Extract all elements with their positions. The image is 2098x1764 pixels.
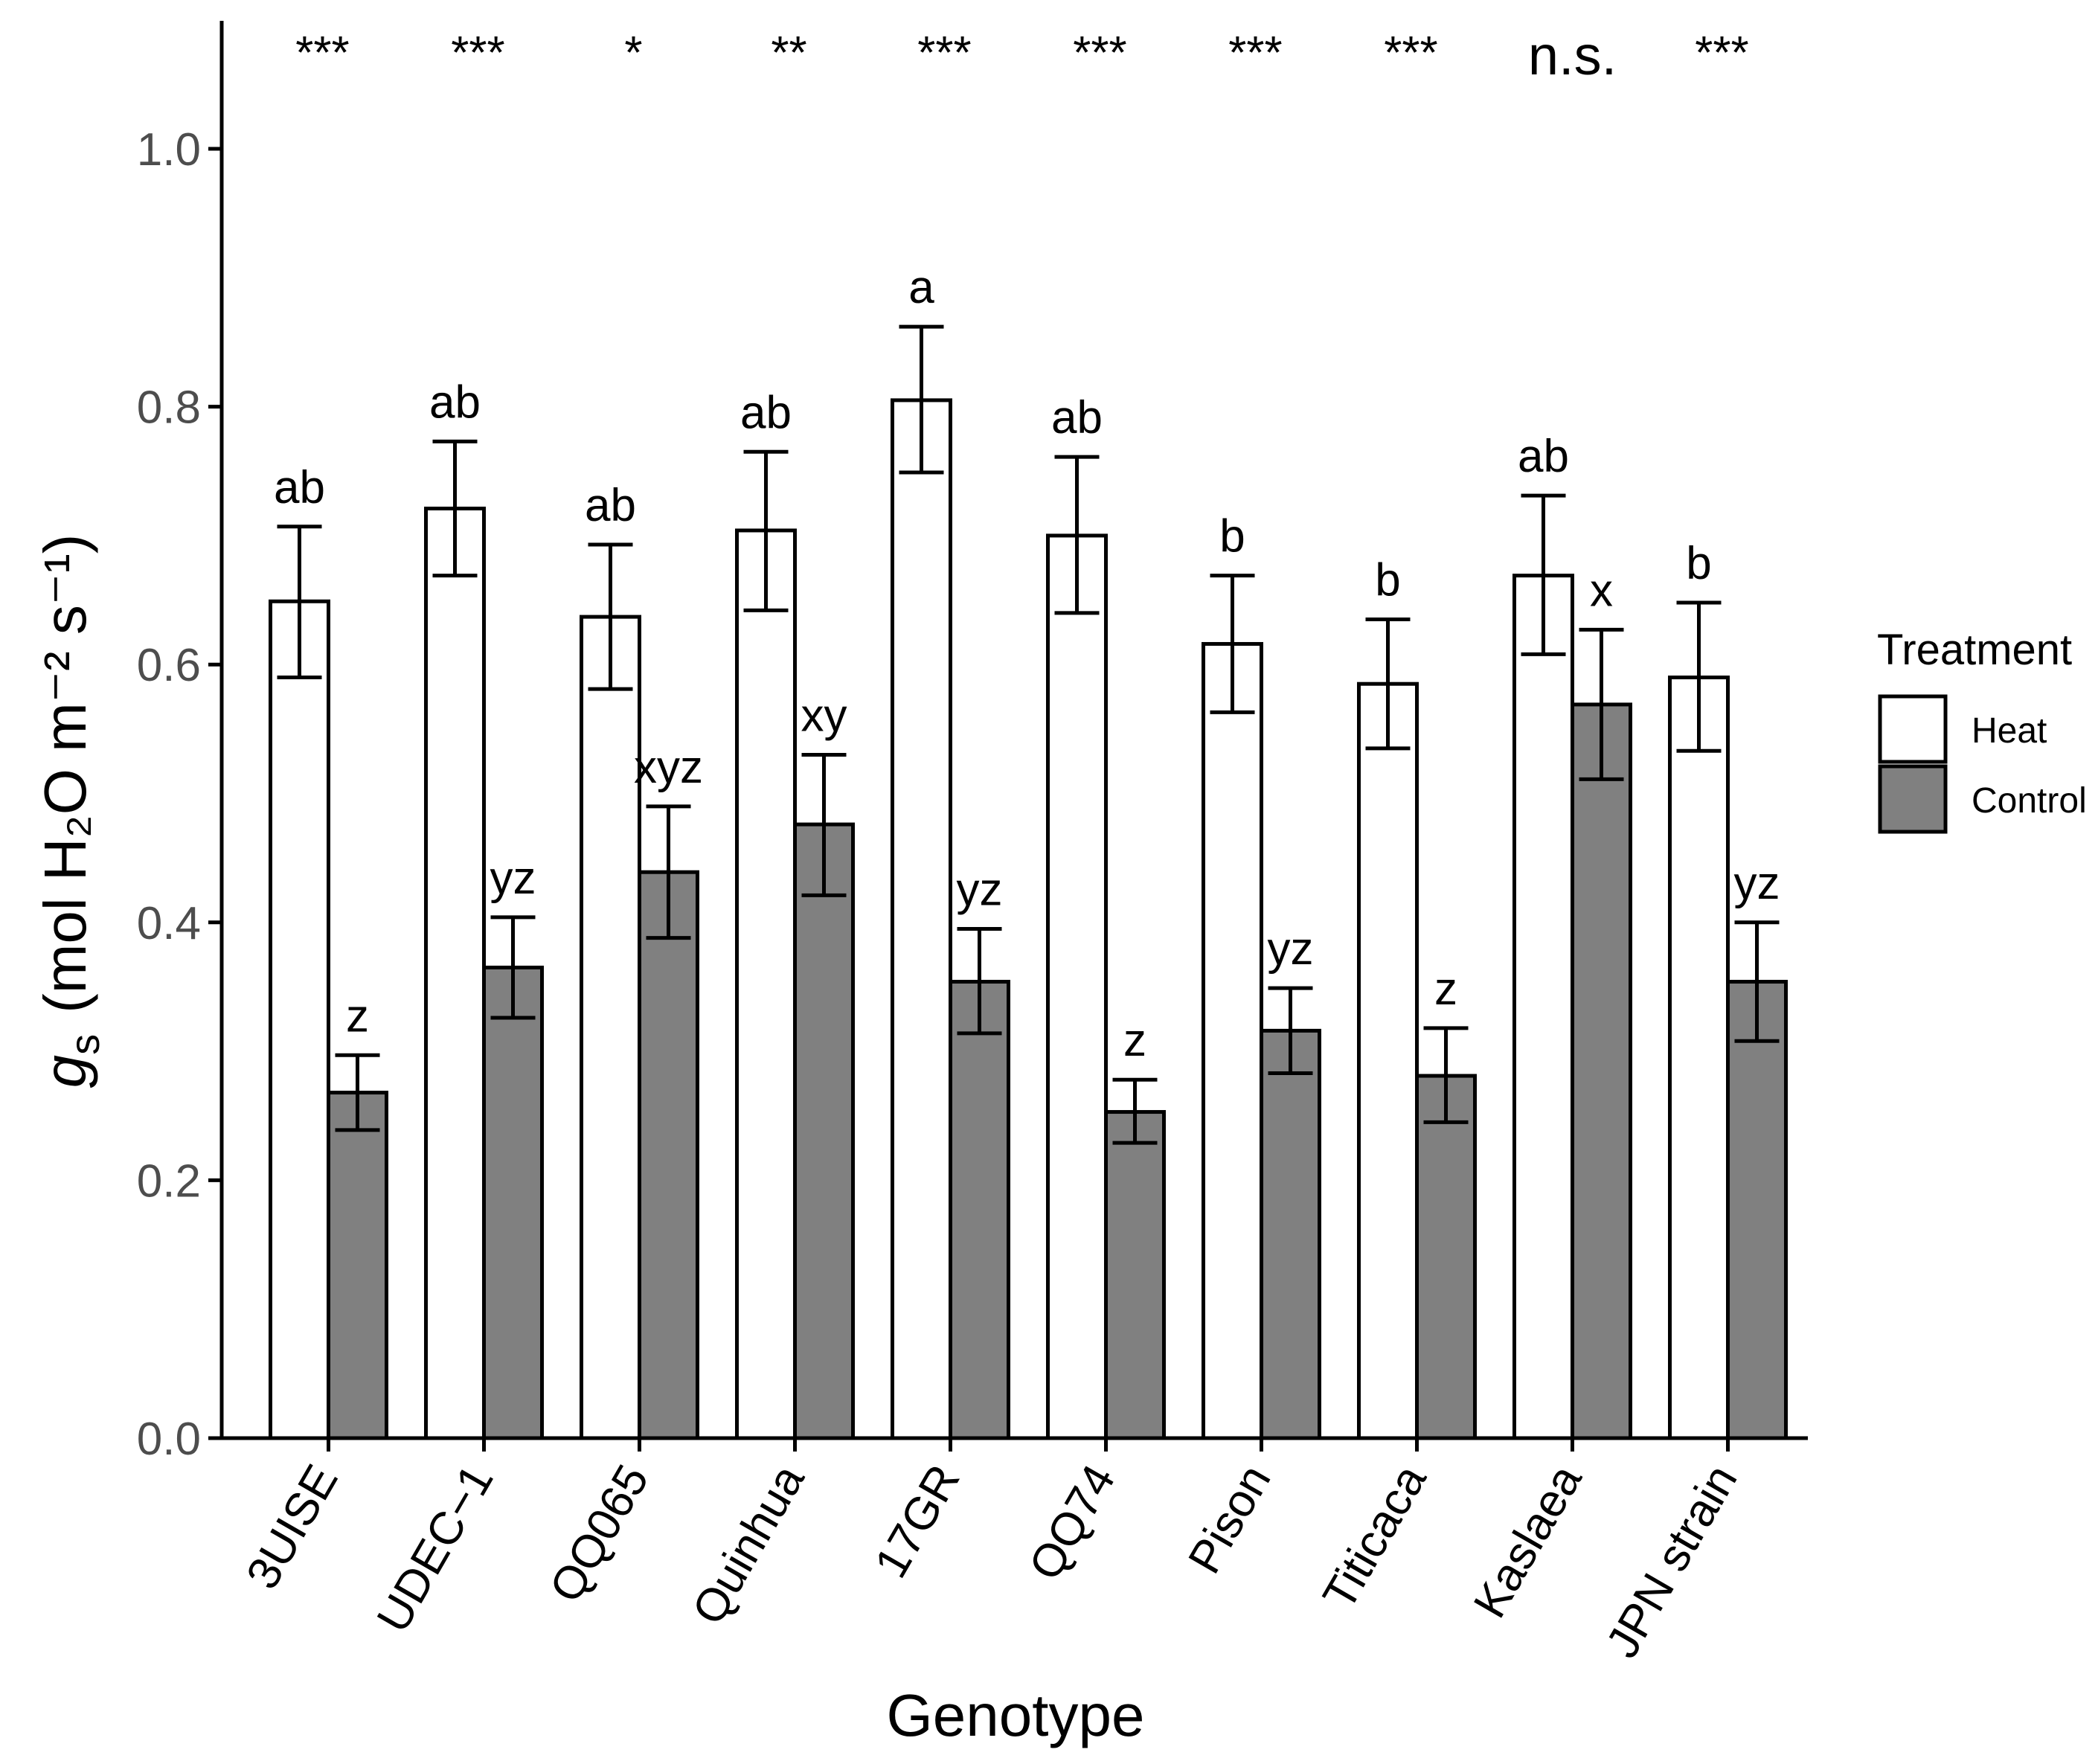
- y-tick-label: 0.6: [137, 640, 201, 691]
- letter-label-heat: ab: [1051, 392, 1103, 443]
- y-tick-label: 1.0: [137, 124, 201, 176]
- legend-label-control: Control: [1972, 781, 2087, 821]
- significance-label: ***: [295, 28, 349, 79]
- y-axis-title-symbol: g: [32, 1055, 98, 1088]
- bar-control: [482, 965, 544, 1440]
- legend: Treatment Heat Control: [1877, 626, 2087, 834]
- x-tick-label: Kaslaea: [1464, 1456, 1592, 1626]
- y-axis: 0.0 0.2 0.4 0.6 0.8 1.0: [137, 21, 224, 1465]
- bar-control: [1571, 702, 1632, 1440]
- bars: [269, 324, 1788, 1440]
- letter-label-control: xyz: [634, 742, 703, 793]
- bar-heat: [735, 528, 797, 1440]
- legend-key-control: [1878, 764, 1948, 834]
- bar-control: [1260, 1028, 1321, 1440]
- x-tick-label: QQ74: [1019, 1457, 1125, 1589]
- bar-heat: [269, 599, 330, 1440]
- legend-key-heat: [1878, 694, 1948, 764]
- letter-label-control: yz: [490, 853, 536, 904]
- letter-label-control: z: [1434, 963, 1457, 1015]
- bar-control: [1104, 1110, 1166, 1440]
- x-tick-label: Pison: [1178, 1457, 1280, 1582]
- significance-label: ***: [1073, 28, 1126, 79]
- letter-label-heat: ab: [429, 376, 481, 428]
- annotations: abz***abyz***abxyz*abxy**ayz***abz***byz…: [274, 25, 1780, 1066]
- significance-label: ***: [1384, 28, 1437, 79]
- letter-label-control: z: [1123, 1015, 1146, 1066]
- y-axis-title: gs (mol H₂O m⁻² s⁻¹): [32, 534, 108, 1088]
- y-tick-label: 0.8: [137, 382, 201, 434]
- bar-heat: [424, 507, 486, 1440]
- legend-label-heat: Heat: [1972, 711, 2047, 751]
- letter-label-heat: b: [1375, 555, 1400, 606]
- bar-control: [1726, 980, 1788, 1440]
- legend-title: Treatment: [1877, 626, 2072, 674]
- significance-label: ***: [1695, 28, 1748, 79]
- svg-text:gs(mol H₂O m⁻² s⁻¹): gs (mol H₂O m⁻² s⁻¹): [32, 534, 108, 1088]
- letter-label-heat: ab: [1518, 431, 1569, 482]
- bar-control: [949, 980, 1010, 1440]
- bar-heat: [1668, 676, 1730, 1440]
- bar-heat: [1357, 681, 1419, 1440]
- x-tick-label: JPN strain: [1597, 1457, 1748, 1667]
- bar-heat: [1202, 641, 1263, 1440]
- x-ticks: 3UISE UDEC−1 QQ065 Quinhua 17GR QQ74 Pison Titi…: [237, 1438, 1748, 1667]
- y-ticks: 0.0 0.2 0.4 0.6 0.8 1.0: [137, 124, 222, 1465]
- x-tick-label: Quinhua: [683, 1456, 815, 1633]
- x-axis: 3UISE UDEC−1 QQ065 Quinhua 17GR QQ74 Pison Titi…: [220, 1436, 1808, 1667]
- letter-label-heat: b: [1219, 511, 1245, 562]
- significance-label: **: [771, 28, 806, 79]
- bar-control: [327, 1091, 388, 1440]
- letter-label-control: z: [346, 990, 369, 1042]
- x-tick-label: UDEC−1: [368, 1457, 504, 1641]
- y-axis-title-units: (mol H₂O m⁻² s⁻¹): [32, 534, 98, 1013]
- letter-label-control: yz: [1734, 858, 1780, 909]
- y-tick-label: 0.0: [137, 1414, 201, 1465]
- bar-control: [1415, 1074, 1477, 1440]
- x-tick-label: Titicaca: [1313, 1456, 1437, 1618]
- bar-heat: [580, 615, 641, 1440]
- bar-heat: [1512, 574, 1574, 1440]
- letter-label-control: yz: [957, 864, 1003, 915]
- letter-label-control: x: [1590, 565, 1613, 616]
- y-tick-label: 0.2: [137, 1155, 201, 1207]
- bar-control: [638, 870, 699, 1440]
- significance-label: ***: [1228, 28, 1282, 79]
- letter-label-control: yz: [1268, 923, 1314, 975]
- letter-label-heat: b: [1686, 538, 1711, 589]
- significance-label: n.s.: [1528, 25, 1617, 86]
- significance-label: ***: [917, 28, 971, 79]
- significance-label: ***: [451, 28, 504, 79]
- letter-label-heat: a: [908, 262, 934, 313]
- letter-label-control: xy: [801, 690, 847, 742]
- y-tick-label: 0.4: [137, 898, 201, 949]
- bar-control: [793, 822, 855, 1440]
- letter-label-heat: ab: [740, 387, 792, 438]
- bar-heat: [1046, 533, 1108, 1440]
- x-tick-label: 17GR: [865, 1457, 970, 1587]
- bar-heat: [891, 398, 952, 1440]
- letter-label-heat: ab: [585, 480, 636, 531]
- significance-label: *: [624, 28, 642, 79]
- x-tick-label: QQ065: [540, 1457, 659, 1611]
- letter-label-heat: ab: [274, 462, 325, 513]
- x-tick-label: 3UISE: [237, 1457, 347, 1598]
- y-axis-title-subscript: s: [61, 1034, 108, 1055]
- x-axis-title: Genotype: [887, 1682, 1145, 1748]
